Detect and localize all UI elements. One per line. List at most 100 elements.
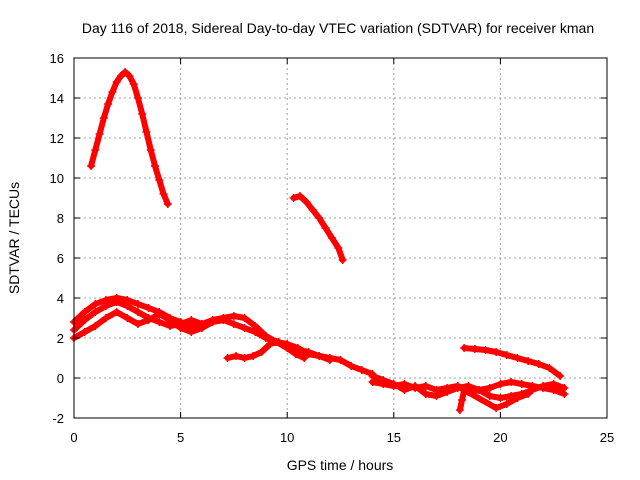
data-point [146,146,155,154]
axes: 0 5 10 15 20 25 -2 0 2 4 6 8 10 12 14 16 [50,51,615,445]
data-point [266,340,275,348]
data-point [556,372,565,380]
data-point [123,296,132,304]
data-point [159,190,168,198]
y-axis-title: SDTVAR / TECUs [6,182,22,294]
data-point [112,294,121,302]
data-point [197,324,206,332]
series-band-f [368,372,569,402]
data-point [485,384,494,392]
x-tick-label: 10 [280,430,294,445]
data-point [138,110,147,118]
x-tick-label: 20 [493,430,507,445]
x-tick-label: 15 [387,430,401,445]
data-point [485,392,494,400]
data-point [151,162,160,170]
series-trace [290,193,346,263]
data-point [133,308,142,316]
data-point [524,357,533,365]
data-point [80,308,89,316]
y-tick-label: 4 [57,291,64,306]
data-point [304,350,313,358]
data-point [315,352,324,360]
data-point [163,200,172,208]
data-point [455,406,464,414]
series-band-c [70,294,206,332]
data-point [460,344,469,352]
data-point [142,128,151,136]
y-tick-label: 0 [57,371,64,386]
data-point [257,348,266,356]
data-point [121,68,130,76]
data-point [108,88,117,96]
data-point [502,351,511,359]
data-point [492,348,501,356]
data-point [368,372,377,380]
data-point [219,316,228,324]
data-point [133,94,142,102]
data-point [496,380,505,388]
data-point [421,382,430,390]
y-tick-label: 12 [50,131,64,146]
y-tick-label: 8 [57,211,64,226]
data-point [223,354,232,362]
data-point [99,114,108,122]
data-point [308,206,317,214]
data-point [321,224,330,232]
data-point [443,388,452,396]
data-point [129,80,138,88]
x-tick-label: 25 [600,430,614,445]
data-point [411,382,420,390]
data-point [155,308,164,316]
data-point [357,366,366,374]
data-point [549,380,558,388]
data-point [334,244,343,252]
data-point [560,384,569,392]
plot-frame [73,57,608,419]
data-point [421,390,430,398]
data-point [80,316,89,324]
data-point [325,356,334,364]
data-point [133,300,142,308]
data-point [289,194,298,202]
data-point [95,130,104,138]
y-tick-label: -2 [52,411,64,426]
data-point [291,350,300,358]
data-point [389,380,398,388]
data-point [300,354,309,362]
data-point [240,314,249,322]
data-point [240,354,249,362]
data-point [327,234,336,242]
data-point [229,312,238,320]
data-point [470,345,479,353]
data-point [187,322,196,330]
data-point [91,146,100,154]
data-point [481,346,490,354]
data-point [517,380,526,388]
series-trace [224,339,308,361]
data-point [112,308,121,316]
data-point [249,352,258,360]
data-point [176,318,185,326]
data-point [460,386,469,394]
data-point [208,318,217,326]
data-point [274,338,283,346]
chart-title: Day 116 of 2018, Sidereal Day-to-day VTE… [82,20,594,36]
y-tick-label: 2 [57,331,64,346]
data-point [513,354,522,362]
data-point [496,394,505,402]
data-point [295,192,304,200]
data-point [336,356,345,364]
data-point [133,320,142,328]
data-point [502,400,511,408]
data-point [123,314,132,322]
data-point [112,78,121,86]
data-point [91,322,100,330]
data-point [144,316,153,324]
data-point [400,386,409,394]
data-point [80,328,89,336]
data-point [91,300,100,308]
data-point [232,352,241,360]
y-tick-label: 6 [57,251,64,266]
